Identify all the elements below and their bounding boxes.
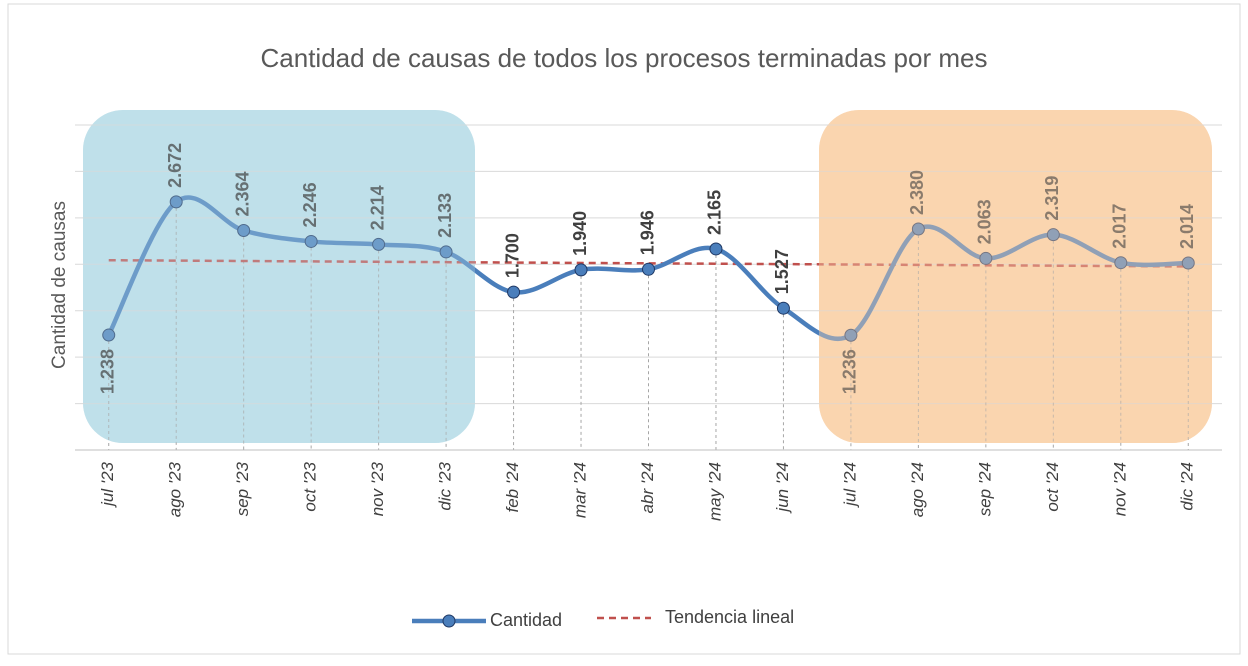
- x-tick-label: abr '24: [638, 462, 657, 513]
- marker: [439, 245, 453, 259]
- data-label: 2.380: [907, 170, 927, 215]
- legend-marker: [442, 614, 456, 628]
- data-label: 2.319: [1042, 176, 1062, 221]
- highlight-overlay: [819, 110, 1212, 443]
- data-label: 1.946: [637, 210, 657, 255]
- x-tick-label: jun '24: [773, 462, 792, 514]
- marker: [507, 285, 521, 299]
- data-label: 1.236: [840, 349, 860, 394]
- x-tick-label: jul '24: [840, 462, 859, 508]
- marker: [911, 222, 925, 236]
- marker: [237, 223, 251, 237]
- marker: [372, 237, 386, 251]
- data-label: 1.940: [570, 211, 590, 256]
- data-label: 2.165: [705, 190, 725, 235]
- x-tick-label: ago '24: [908, 462, 927, 517]
- x-tick-label: jul '23: [98, 461, 117, 507]
- x-tick-label: sep '23: [233, 461, 252, 516]
- y-axis-label: Cantidad de causas: [49, 201, 70, 369]
- x-tick-label: sep '24: [975, 462, 994, 516]
- highlight-region: [83, 110, 475, 443]
- legend-label: Tendencia lineal: [665, 607, 794, 627]
- data-label: 2.014: [1177, 204, 1197, 249]
- marker: [574, 263, 588, 277]
- x-tick-label: oct '23: [301, 461, 320, 511]
- x-tick-label: ago '23: [166, 461, 185, 517]
- x-tick-label: nov '24: [1110, 462, 1129, 516]
- data-label: 2.672: [165, 143, 185, 188]
- x-tick-label: oct '24: [1043, 462, 1062, 512]
- marker: [102, 328, 116, 342]
- chart-title: Cantidad de causas de todos los procesos…: [261, 43, 988, 73]
- data-label: 2.364: [232, 171, 252, 216]
- data-label: 2.246: [300, 182, 320, 227]
- marker: [304, 234, 318, 248]
- marker: [1114, 256, 1128, 270]
- x-tick-label: dic '23: [436, 461, 455, 510]
- data-label: 2.214: [367, 185, 387, 230]
- data-label: 2.017: [1110, 204, 1130, 249]
- data-label: 1.700: [502, 233, 522, 278]
- marker: [844, 328, 858, 342]
- data-label: 1.527: [772, 249, 792, 294]
- x-tick-label: mar '24: [571, 462, 590, 518]
- marker: [1181, 256, 1195, 270]
- marker: [709, 242, 723, 256]
- legend-label: Cantidad: [490, 610, 562, 630]
- highlight-overlay: [83, 110, 475, 443]
- marker: [979, 251, 993, 265]
- marker: [169, 195, 183, 209]
- data-label: 2.133: [435, 193, 455, 238]
- data-label: 2.063: [975, 199, 995, 244]
- x-tick-label: may '24: [705, 462, 724, 521]
- marker: [642, 262, 655, 276]
- marker: [776, 301, 790, 315]
- data-label: 1.238: [97, 349, 117, 394]
- x-tick-label: dic '24: [1178, 462, 1197, 511]
- x-tick-label: nov '23: [368, 461, 387, 516]
- x-tick-label: feb '24: [503, 462, 522, 513]
- highlight-region: [819, 110, 1212, 443]
- marker: [1046, 228, 1060, 242]
